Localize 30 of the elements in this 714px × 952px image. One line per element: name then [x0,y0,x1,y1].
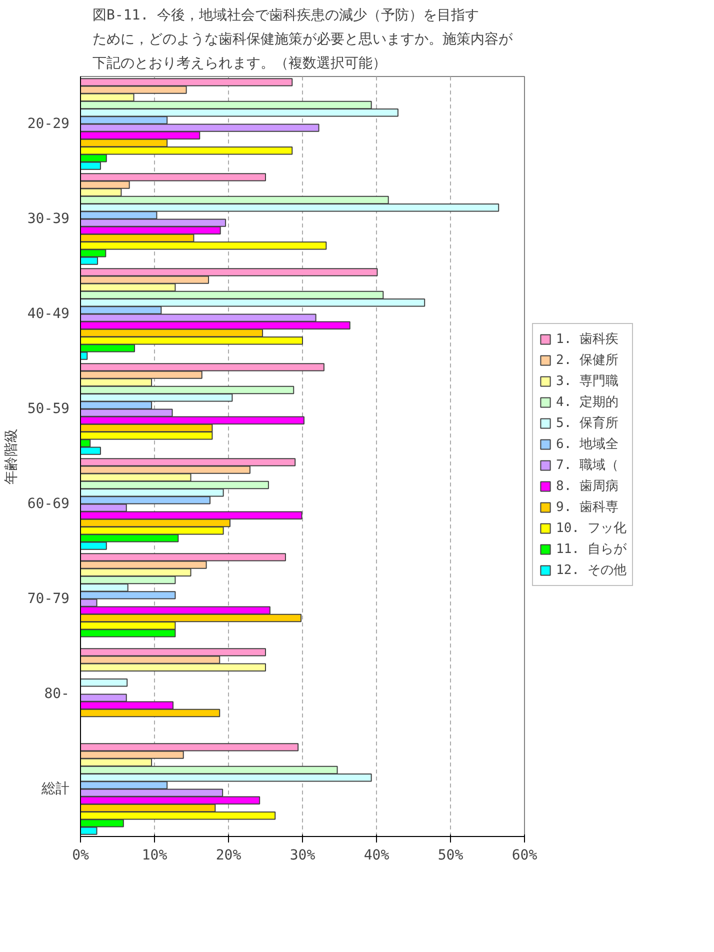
legend-label: 5. 保育所 [556,414,618,432]
x-tick-label: 0% [72,848,90,864]
y-axis-title: 年齢階級 [3,428,20,484]
y-tick-label: 総計 [40,781,70,797]
x-tick-label: 30% [290,848,316,864]
x-tick-label: 50% [438,848,464,864]
chart-title: 図B-11. 今後，地域社会で歯科疾患の減少（予防）を目指すために，どのような歯科保健施策が必要と思いますか。施策内容が下記のとおり考えられます。（複数選択可能） [92,8,514,72]
y-tick-label: 50-59 [27,401,70,417]
y-tick-label: 70-79 [27,591,70,607]
legend-label: 8. 歯周病 [556,478,618,495]
y-tick-label: 60-69 [27,496,70,512]
legend-label: 6. 地域全 [556,436,618,453]
x-tick-label: 40% [364,848,390,864]
legend-label: 10. フッ化 [556,520,626,537]
legend-label: 1. 歯科疾 [556,331,618,348]
y-tick-label: 30-39 [27,211,70,227]
legend-label: 7. 職域（ [556,457,618,474]
legend-label: 3. 専門職 [556,373,618,390]
legend-label: 9. 歯科専 [556,499,618,516]
y-tick-label: 80- [44,686,70,702]
x-tick-label: 20% [216,848,242,864]
legend-label: 4. 定期的 [556,394,618,411]
legend-label: 11. 自らが [556,541,626,558]
legend-label: 12. その他 [556,562,626,579]
bar [80,678,128,687]
legend-label: 2. 保健所 [556,352,618,369]
y-tick-label: 20-29 [27,116,70,132]
x-tick-label: 60% [512,848,538,864]
y-tick-label: 40-49 [27,306,70,322]
x-tick-label: 10% [142,848,168,864]
